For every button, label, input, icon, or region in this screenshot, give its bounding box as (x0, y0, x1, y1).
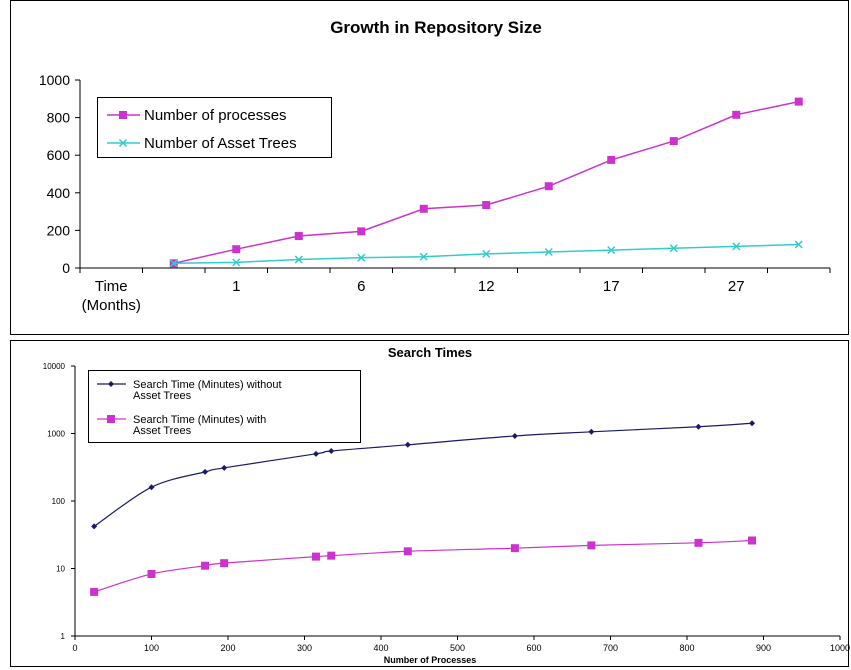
chart1-y-tick-label: 600 (47, 147, 71, 163)
chart2-x-tick-label: 900 (756, 643, 771, 653)
chart2-legend-swatch-marker (108, 381, 114, 387)
chart1-legend-swatch-marker (119, 111, 127, 119)
chart1-y-tick-label: 1000 (39, 72, 70, 88)
chart2-point-0 (148, 484, 155, 491)
chart2-point-1 (748, 536, 757, 545)
chart1-point-1 (419, 252, 428, 261)
chart2-point-1 (694, 538, 703, 547)
chart2-x-tick-label: 500 (450, 643, 465, 653)
chart1-point-0 (794, 97, 803, 106)
chart1-point-1 (294, 255, 303, 264)
chart1-legend-swatch-marker (118, 138, 128, 148)
chart2-x-tick-label: 0 (72, 643, 77, 653)
chart2-axes (71, 365, 841, 640)
chart2-x-tick-label: 700 (603, 643, 618, 653)
chart1-y-tick-label: 400 (47, 185, 71, 201)
chart2-x-tick-label: 800 (679, 643, 694, 653)
chart1-y-tick-label: 800 (47, 110, 71, 126)
chart2-series (90, 420, 757, 596)
chart2-point-1 (587, 541, 596, 550)
chart2-point-1 (201, 561, 210, 570)
chart1-point-0 (357, 227, 366, 236)
chart2-x-axis-label: Number of Processes (384, 655, 477, 665)
chart1-x-tick-label: 1 (232, 278, 240, 295)
chart2-x-tick-label: 100 (144, 643, 159, 653)
chart1-x-tick-label: 27 (728, 278, 745, 295)
chart2-y-tick-label: 10 (56, 565, 65, 574)
chart1-point-0 (607, 155, 616, 164)
chart2-series-line-0 (93, 422, 753, 527)
chart2-point-1 (90, 587, 99, 596)
chart1-point-1 (357, 253, 366, 262)
chart2-point-0 (695, 423, 702, 430)
chart2-point-0 (202, 468, 209, 475)
chart1-x-tick-label: Time (95, 278, 128, 295)
chart2-point-0 (749, 420, 756, 427)
chart1-point-0 (419, 204, 428, 213)
chart2-point-1 (311, 552, 320, 561)
chart1-x-tick-label: 6 (357, 278, 365, 295)
chart1-point-1 (482, 249, 491, 258)
chart2-point-0 (221, 464, 228, 471)
chart1-point-1 (669, 244, 678, 253)
chart2-point-1 (220, 559, 229, 568)
chart1-legend: Number of processes Number of Asset Tree… (97, 97, 332, 158)
chart1-point-1 (607, 246, 616, 255)
chart2-point-1 (327, 551, 336, 560)
chart1-point-0 (544, 182, 553, 191)
chart2-legend-box (88, 370, 361, 443)
chart1-y-tick-label: 0 (62, 260, 70, 276)
chart1-point-0 (732, 110, 741, 119)
chart2-point-1 (403, 547, 412, 556)
chart2-point-0 (328, 448, 335, 455)
chart1-x-tick-label: 17 (603, 278, 620, 295)
chart1-point-1 (544, 247, 553, 257)
chart1-point-0 (669, 137, 678, 146)
chart1-title: Growth in Repository Size (330, 18, 542, 37)
chart1-legend-label-asset-trees: Number of Asset Trees (144, 135, 297, 152)
chart1-tick-labels: 0 200 400 600 800 1000 Time (Months) 1 6 12 17 27 (39, 72, 745, 314)
chart2-legend-label: Asset Trees (133, 390, 192, 402)
chart1-x-tick-label: 12 (478, 278, 495, 295)
chart2-point-0 (511, 432, 518, 439)
chart2-point-0 (588, 428, 595, 435)
chart1-point-0 (294, 232, 303, 241)
chart1-axes (75, 79, 831, 273)
chart1-frame (10, 0, 849, 335)
chart2-x-tick-label: 1000 (830, 643, 850, 653)
chart1-y-tick-label: 200 (47, 222, 71, 238)
chart2-y-tick-label: 10000 (43, 362, 66, 371)
chart2-legend-label: Asset Trees (133, 425, 192, 437)
chart1-legend-box (97, 97, 332, 158)
chart1-point-1 (232, 258, 241, 267)
chart1-series (169, 97, 803, 268)
chart2-legend-label: Search Time (Minutes) without (133, 379, 282, 391)
chart2-point-0 (404, 441, 411, 448)
chart2-title: Search Times (388, 345, 472, 360)
chart1-legend-label-processes: Number of processes (144, 107, 287, 124)
chart2-point-1 (147, 569, 156, 578)
chart1-x-tick-label: (Months) (82, 297, 141, 314)
chart1-point-1 (732, 242, 741, 251)
chart2-x-tick-label: 400 (373, 643, 388, 653)
chart2-y-tick-label: 1 (61, 632, 66, 641)
chart2-tick-labels: 1 10 100 1000 10000 0 100 200 300 400 500 600 700 800… (43, 362, 850, 653)
chart2-legend-swatch-marker (107, 415, 115, 423)
chart1-point-0 (482, 201, 491, 210)
chart2-legend-label: Search Time (Minutes) with (133, 414, 266, 426)
chart1-point-1 (794, 240, 803, 249)
chart2-y-tick-label: 1000 (47, 430, 65, 439)
chart1-point-1 (169, 259, 178, 268)
chart2-x-tick-label: 300 (297, 643, 312, 653)
chart2-point-0 (91, 523, 98, 530)
chart2-point-0 (312, 450, 319, 457)
chart2-x-tick-label: 200 (220, 643, 235, 653)
chart2-y-tick-label: 100 (52, 497, 66, 506)
chart1-point-0 (232, 245, 241, 254)
chart2-x-tick-label: 600 (526, 643, 541, 653)
chart2-point-1 (510, 544, 519, 553)
